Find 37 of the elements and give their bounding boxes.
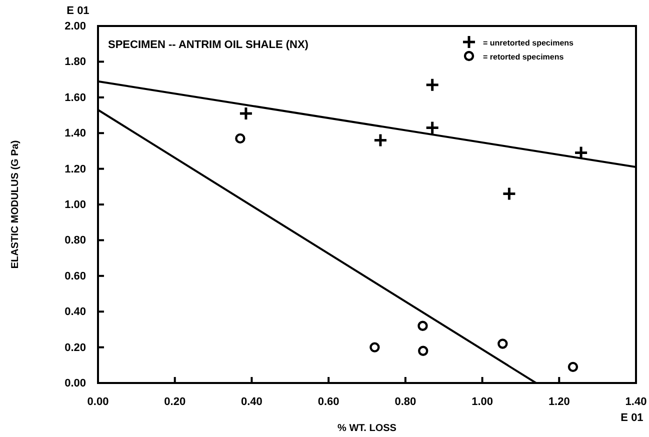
y-tick-label: 0.00 [64,378,86,390]
y-tick-label: 1.40 [64,128,86,140]
point [425,120,440,135]
x-tick-label: 0.60 [318,396,340,408]
y-tick-label: 1.00 [64,199,86,212]
x-tick-label: 0.40 [241,396,262,408]
x-tick-label: 1.20 [548,396,570,408]
point [568,362,578,372]
text: E 01 [620,412,644,424]
point [238,106,254,121]
point [418,320,428,331]
y-tick-label: 0.80 [64,234,86,247]
point [425,78,440,92]
y-tick-label: 1.60 [64,92,86,104]
x-tick-label: 1.40 [625,396,647,408]
point [370,342,380,352]
point [498,338,508,349]
x-tick-label: 0.00 [87,396,109,408]
y-tick-label: 0.20 [64,342,86,354]
y-tick-label: 0.60 [64,270,86,282]
y-tick-label: 1.20 [64,163,86,176]
legend-label: = retorted specimens [483,52,564,62]
point [418,346,428,356]
point [373,132,388,148]
text: E 01 [66,5,90,17]
x-tick-label: 1.00 [472,396,493,408]
text: SPECIMEN -- ANTRIM OIL SHALE (NX) [108,39,309,51]
y-tick-label: 2.00 [64,20,86,33]
x-tick-label: 0.20 [164,396,186,408]
x-axis-title: % WT. LOSS [338,423,397,434]
legend-label: = unretorted specimens [483,38,574,48]
point [235,133,246,144]
y-axis-title: ELASTIC MODULUS (G Pa) [10,140,21,269]
y-tick-label: 1.80 [64,56,86,68]
x-tick-label: 0.80 [394,396,416,408]
point [502,186,516,202]
y-tick-label: 0.40 [64,306,86,318]
